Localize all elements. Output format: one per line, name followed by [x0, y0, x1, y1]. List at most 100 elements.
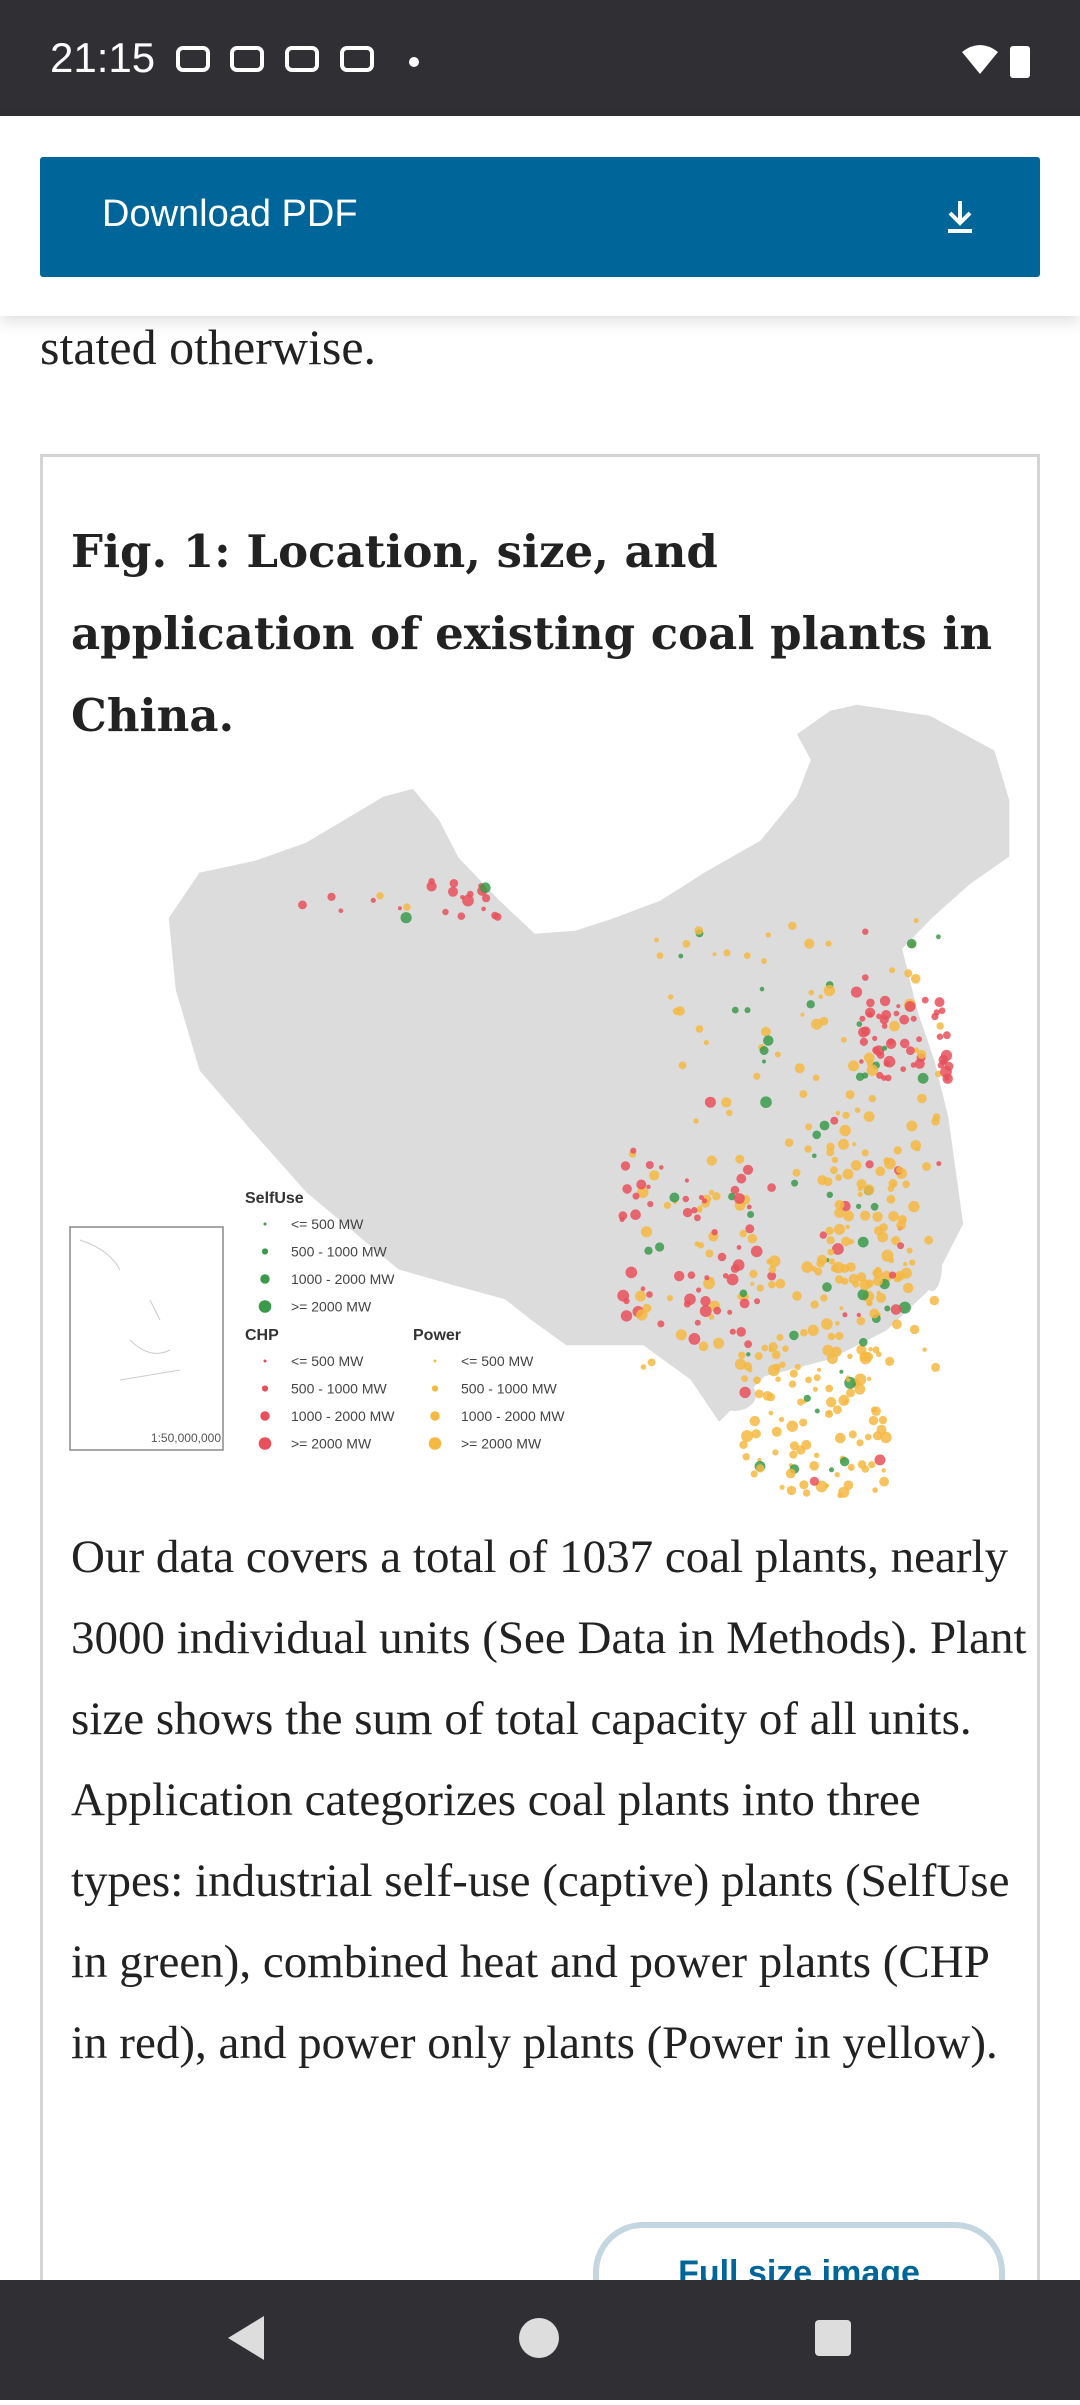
plant-dot: [837, 1492, 843, 1499]
recents-button[interactable]: [815, 2320, 851, 2356]
legend-label: >= 2000 MW: [291, 1436, 372, 1452]
plant-dot: [880, 1431, 892, 1444]
plant-dot: [799, 1418, 808, 1427]
back-button[interactable]: [228, 2316, 264, 2360]
status-icons: [176, 45, 1030, 78]
plant-dot: [922, 1347, 927, 1352]
plant-dot: [812, 1386, 818, 1392]
plant-dot: [736, 1327, 746, 1337]
plant-dot: [636, 1309, 648, 1321]
plant-dot: [872, 1346, 880, 1354]
plant-dot: [630, 1147, 637, 1154]
scale-label: 1:50,000,000: [151, 1431, 221, 1445]
legend-label: <= 500 MW: [291, 1353, 364, 1369]
plant-dot: [657, 1320, 665, 1328]
plant-dot: [891, 1236, 901, 1246]
legend-title: Power: [413, 1327, 461, 1344]
plant-dot: [936, 1161, 942, 1167]
plant-dot: [708, 1189, 715, 1195]
plant-dot: [695, 1025, 704, 1033]
plant-dot: [848, 1060, 860, 1072]
plant-dot: [767, 1271, 777, 1281]
legend-swatch: [261, 1248, 269, 1255]
plant-dot: [856, 1439, 864, 1447]
plant-dot: [771, 1350, 781, 1360]
plant-dot: [699, 1305, 712, 1317]
plant-dot: [792, 1291, 802, 1301]
plant-dot: [779, 1484, 785, 1490]
plant-dot: [630, 1209, 641, 1220]
plant-dot: [694, 926, 703, 935]
plant-dot: [792, 1168, 801, 1177]
plant-dot: [813, 1452, 820, 1459]
plant-dot: [462, 894, 474, 907]
inset-map: [69, 1226, 224, 1451]
plant-dot: [620, 1310, 633, 1322]
plant-dot: [902, 1180, 910, 1189]
plant-dot: [835, 1321, 840, 1326]
legend-label: 500 - 1000 MW: [461, 1381, 557, 1397]
plant-dot: [848, 1430, 857, 1439]
plant-dot: [684, 1178, 690, 1183]
plant-dot: [857, 1191, 863, 1197]
plant-dot: [904, 1001, 916, 1012]
plant-dot: [741, 1430, 754, 1442]
plant-dot: [738, 1351, 746, 1360]
plant-dot: [812, 1074, 820, 1082]
plant-dot: [856, 1272, 867, 1282]
plant-dot: [789, 1450, 798, 1459]
plant-dot: [857, 1289, 869, 1301]
plant-dot: [838, 1138, 849, 1150]
plant-dot: [732, 1259, 745, 1271]
plant-dot: [754, 1389, 764, 1399]
plant-dot: [632, 1192, 640, 1200]
plant-dot: [370, 897, 376, 903]
plant-dot: [805, 1376, 812, 1384]
plant-dot: [850, 1160, 862, 1171]
plant-dot: [763, 1035, 774, 1046]
plant-dot: [728, 1192, 736, 1201]
plant-dot: [768, 1364, 780, 1377]
plant-dot: [745, 1224, 755, 1234]
plant-dot: [647, 1358, 656, 1367]
plant-dot: [839, 1124, 851, 1137]
plant-dot: [698, 1195, 704, 1200]
plant-dot: [827, 1332, 836, 1341]
plant-dot: [776, 1333, 784, 1341]
plant-dot: [842, 1312, 848, 1318]
plant-dot: [870, 1202, 879, 1211]
plant-dot: [828, 1258, 835, 1265]
plant-dot: [921, 996, 929, 1004]
plant-dot: [827, 1410, 832, 1415]
plant-dot: [868, 1461, 876, 1469]
plant-dot: [843, 1210, 854, 1222]
plant-dot: [741, 1375, 748, 1382]
plant-dot: [868, 1346, 873, 1352]
plant-dot: [739, 1440, 748, 1450]
plant-dot: [711, 1229, 718, 1236]
plant-dot: [854, 1107, 861, 1113]
plant-dot: [869, 1308, 880, 1319]
plant-dot: [756, 1284, 764, 1292]
plant-dot: [654, 937, 659, 943]
plant-dot: [844, 1376, 857, 1389]
plant-dot: [727, 1309, 733, 1315]
plant-dot: [856, 1312, 861, 1318]
download-button[interactable]: Download PDF: [40, 157, 1040, 277]
legend-swatch: [428, 1437, 442, 1450]
plant-dot: [644, 1246, 653, 1255]
plant-dot: [817, 1254, 828, 1265]
plant-dot: [859, 1059, 864, 1064]
plant-dot: [466, 890, 474, 898]
legend-label: >= 2000 MW: [461, 1436, 542, 1452]
plant-dot: [846, 1262, 856, 1272]
home-button[interactable]: [519, 2318, 559, 2358]
plant-dot: [875, 1166, 886, 1177]
plant-dot: [867, 1011, 873, 1018]
plant-dot: [876, 1013, 882, 1020]
plant-dot: [812, 1130, 821, 1140]
plant-dot: [929, 1295, 939, 1306]
plant-dot: [914, 1058, 925, 1069]
plant-dot: [481, 906, 486, 912]
plant-dot: [675, 1329, 687, 1341]
